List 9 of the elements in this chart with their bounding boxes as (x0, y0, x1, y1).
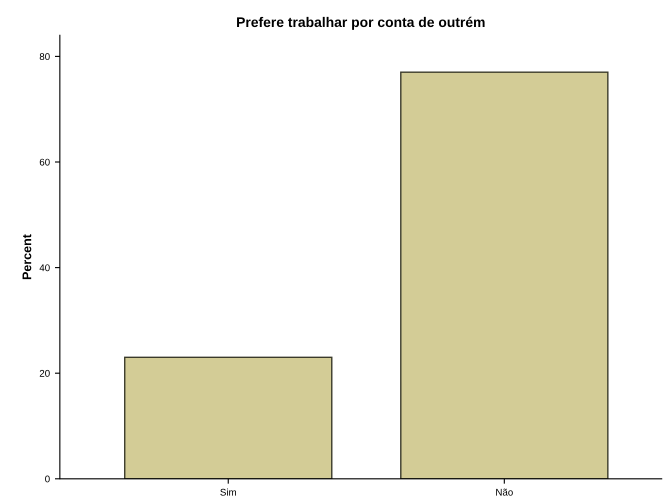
y-tick-label: 0 (45, 476, 50, 482)
y-axis-title: Percent (22, 234, 32, 280)
y-tick-label: 40 (40, 264, 50, 272)
chart-title: Prefere trabalhar por conta de outrém (237, 16, 485, 30)
y-tick-label: 60 (40, 158, 50, 166)
x-tick-label: Não (496, 488, 513, 496)
y-tick-label: 80 (40, 53, 50, 60)
y-tick-label: 20 (40, 370, 50, 377)
x-tick-label: Sim (220, 488, 236, 496)
